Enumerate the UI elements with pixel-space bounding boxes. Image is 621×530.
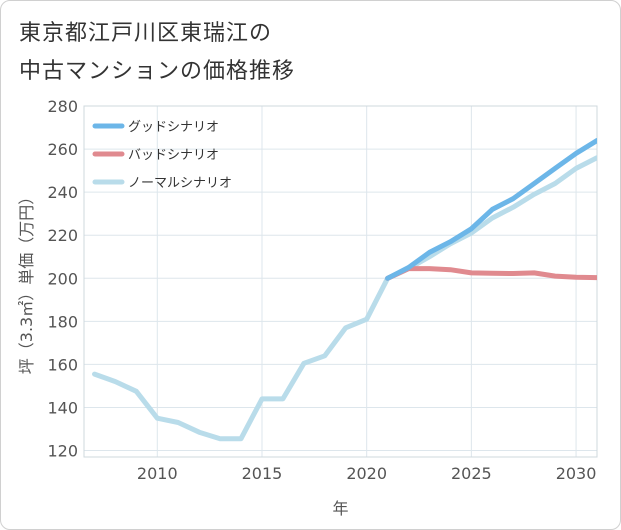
y-tick-label: 220 <box>47 226 78 245</box>
y-tick-label: 180 <box>47 312 78 331</box>
chart-title-line2: 中古マンションの価格推移 <box>19 59 296 84</box>
axis-ticks: 120 140 160 180 200 220 240 260 280 2010 2015 2020 2… <box>47 97 596 483</box>
y-tick-label: 200 <box>47 269 78 288</box>
y-tick-label: 240 <box>47 183 78 202</box>
grid-lines <box>84 105 597 457</box>
x-axis-title: 年 <box>332 499 348 518</box>
plot-border <box>83 105 598 458</box>
x-tick-label: 2025 <box>451 464 492 483</box>
x-tick-label: 2020 <box>346 464 387 483</box>
y-tick-label: 280 <box>47 97 78 116</box>
y-axis-title: 坪（3.3㎡）単価（万円） <box>17 189 36 374</box>
legend-label-bad-scenario: バッドシナリオ <box>128 148 219 163</box>
legend-label-good-scenario: グッドシナリオ <box>128 120 219 135</box>
y-tick-label: 120 <box>47 442 78 461</box>
x-tick-label: 2015 <box>242 464 283 483</box>
y-tick-label: 140 <box>47 398 78 417</box>
x-tick-label: 2030 <box>556 464 597 483</box>
y-tick-label: 160 <box>47 355 78 374</box>
legend-label-normal-scenario: ノーマルシナリオ <box>128 176 232 191</box>
series-line-bad-scenario <box>385 266 597 281</box>
chart-title: 東京都江戸川区東瑞江の 中古マンションの価格推移 <box>19 15 295 91</box>
series-line-good-scenario <box>385 138 597 281</box>
x-tick-label: 2010 <box>137 464 178 483</box>
series-layer <box>92 138 597 442</box>
series-line-normal-scenario <box>92 155 597 442</box>
chart-title-line1: 東京都江戸川区東瑞江の <box>19 21 273 46</box>
y-tick-label: 260 <box>47 140 78 159</box>
